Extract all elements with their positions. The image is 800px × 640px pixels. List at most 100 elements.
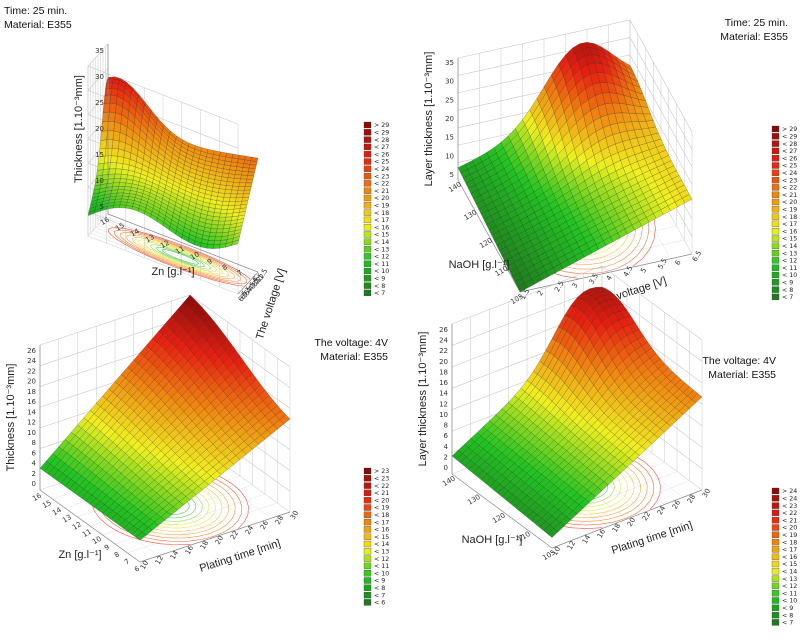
- contour-line: [126, 234, 235, 280]
- contour-line: [107, 227, 251, 287]
- legend-label: < 22: [374, 181, 389, 188]
- floor-contours: [107, 227, 251, 287]
- legend-swatch: [363, 209, 372, 216]
- surface-cell: [241, 171, 249, 176]
- surface-cell: [119, 201, 128, 206]
- legend-swatch: [363, 467, 372, 475]
- legend-swatch: [363, 238, 372, 245]
- surface-cell: [218, 216, 227, 222]
- legend-swatch: [771, 271, 780, 279]
- surface-cell: [237, 186, 246, 191]
- surface-cell: [228, 201, 236, 206]
- surface-mesh: [457, 42, 693, 293]
- surface-cell: [229, 193, 238, 199]
- axes: 0246810121416182022242616151413121110987…: [27, 345, 300, 574]
- legend-swatch: [363, 526, 372, 533]
- legend-swatch: [771, 611, 780, 619]
- surface-cell: [239, 178, 247, 184]
- legend-swatch: [363, 489, 372, 497]
- x-tick-label: 7: [123, 557, 131, 566]
- contour-line: [113, 229, 248, 284]
- legend-label: < 22: [782, 185, 797, 192]
- z-tick-label: 16: [27, 398, 36, 406]
- legend-swatch: [771, 249, 780, 257]
- legend-swatch: [363, 260, 372, 267]
- plot-annotation: Material: E355: [708, 369, 776, 381]
- legend-swatch: [771, 220, 780, 228]
- legend-label: < 12: [782, 258, 797, 265]
- legend-swatch: [363, 231, 372, 238]
- z-tick-label: 5: [450, 171, 454, 179]
- legend-label: < 17: [782, 547, 797, 554]
- legend-swatch: [771, 286, 780, 293]
- z-tick-label: 4: [32, 460, 37, 468]
- legend-swatch: [771, 125, 780, 133]
- legend-swatch: [363, 202, 372, 209]
- legend-label: < 20: [374, 195, 389, 202]
- legend-label: < 21: [374, 188, 389, 195]
- surface-cell: [245, 179, 254, 184]
- surface-cell: [216, 228, 224, 234]
- x-tick-label: 10: [189, 250, 201, 261]
- legend-swatch: [363, 548, 372, 555]
- surface-cell: [111, 139, 120, 150]
- legend-label: < 13: [782, 250, 797, 257]
- legend-label: < 17: [374, 217, 389, 224]
- floor-gridline: [539, 480, 690, 539]
- legend-swatch: [771, 184, 780, 191]
- legend-swatch: [771, 235, 780, 242]
- y-tick-label: 4: [605, 274, 614, 282]
- legend-swatch: [771, 524, 780, 531]
- contour-line: [119, 232, 242, 282]
- x-tick-label: 13: [144, 233, 156, 244]
- legend-label: < 29: [782, 134, 797, 141]
- surface-cell: [119, 178, 127, 184]
- surface-cell: [211, 220, 220, 226]
- legend-swatch: [363, 129, 372, 136]
- z-tick-label: 0: [32, 480, 36, 488]
- surface-cell: [221, 205, 229, 210]
- surface-cell: [116, 156, 125, 164]
- legend-label: < 16: [374, 224, 389, 231]
- legend-label: < 24: [374, 166, 389, 173]
- z-tick-label: 14: [439, 390, 448, 398]
- chart-panel-4: 0246810121416182022242614013012011010510…: [417, 265, 797, 627]
- legend-label: < 7: [782, 620, 793, 627]
- legend-label: < 26: [782, 155, 797, 162]
- surface-cell: [210, 224, 219, 230]
- legend-label: < 14: [782, 569, 797, 576]
- y-tick-label: 22: [229, 529, 240, 541]
- surface-cell: [212, 216, 220, 222]
- surface-cell: [236, 193, 244, 199]
- floor-gridline: [127, 502, 278, 554]
- legend-label: < 8: [374, 585, 385, 592]
- legend-label: < 26: [374, 151, 389, 158]
- surface-cell: [233, 178, 241, 183]
- surface-mesh: [87, 76, 259, 249]
- surface-cell: [105, 139, 114, 149]
- surface-cell: [229, 197, 237, 202]
- z-tick-label: 12: [439, 400, 448, 408]
- surface-cell: [226, 181, 234, 187]
- surface-cell: [231, 185, 240, 191]
- legend-label: < 22: [782, 510, 797, 517]
- z-tick-label: 24: [27, 357, 36, 365]
- contour-line: [156, 246, 205, 267]
- surface-cell: [102, 168, 110, 176]
- surface-cell: [119, 204, 127, 209]
- surface-cell: [113, 121, 122, 133]
- legend-label: < 10: [782, 272, 797, 279]
- y-tick-label: 6: [674, 258, 683, 266]
- x-tick-label: 140: [447, 180, 463, 194]
- x-tick-label: 15: [41, 499, 53, 510]
- legend-label: < 17: [374, 519, 389, 526]
- legend-swatch: [363, 224, 372, 231]
- y-tick-label: 2.5: [553, 280, 565, 294]
- x-tick-label: 10: [91, 535, 103, 546]
- legend-label: < 8: [782, 612, 793, 619]
- z-tick-label: 20: [439, 358, 448, 366]
- surface-cell: [117, 148, 125, 158]
- z-tick-label: 30: [95, 73, 104, 81]
- legend-label: < 20: [782, 199, 797, 206]
